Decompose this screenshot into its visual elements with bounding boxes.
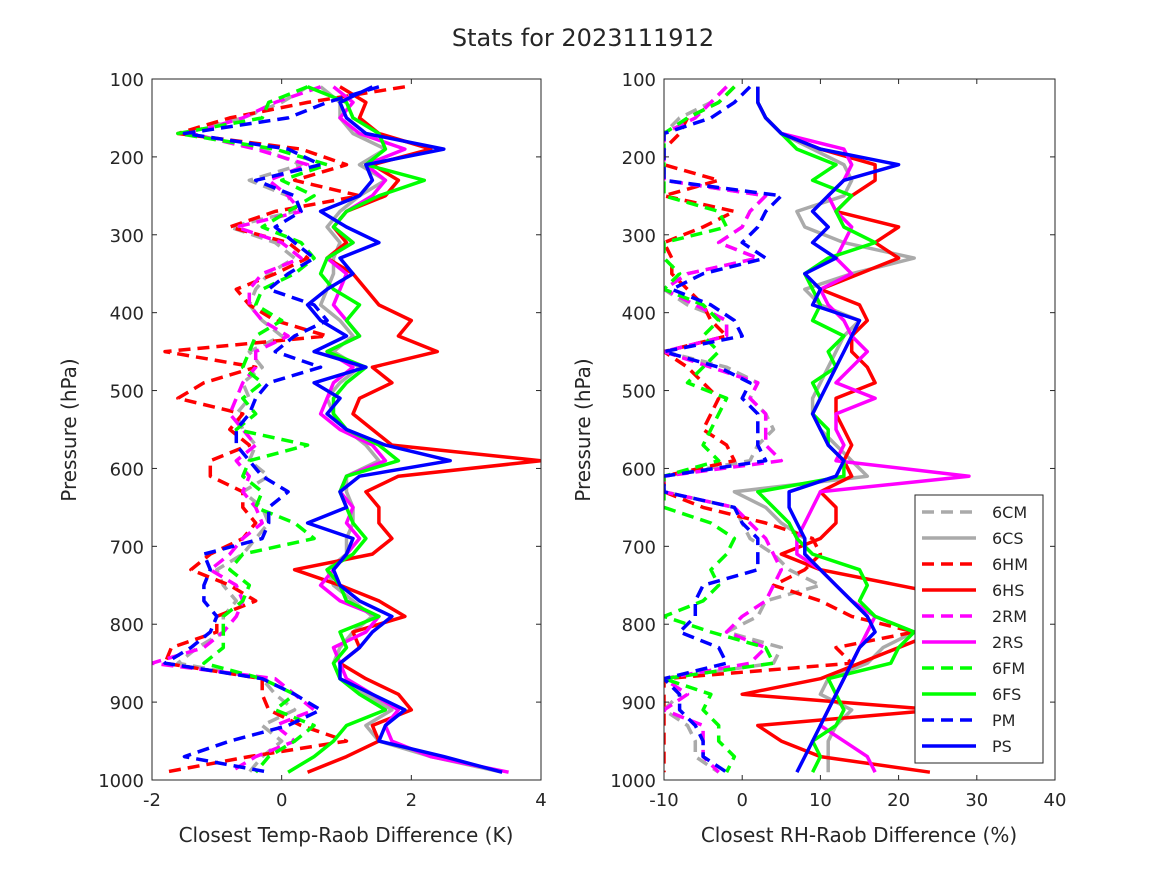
temp-series-pm — [163, 85, 380, 774]
temp-series-lines — [152, 85, 541, 774]
rh-y-tick-label: 800 — [622, 615, 656, 636]
rh-y-tick-label: 600 — [622, 459, 656, 480]
rh-series-lines — [664, 85, 979, 774]
temp-series-6fm — [176, 85, 329, 774]
temp-y-tick-label: 300 — [110, 226, 144, 247]
temp-y-tick-label: 700 — [110, 537, 144, 558]
legend-label-6hm: 6HM — [992, 555, 1028, 574]
temp-y-tick-label: 600 — [110, 459, 144, 480]
temp-x-axis-label: Closest Temp-Raob Difference (K) — [179, 823, 514, 847]
legend-label-pm: PM — [992, 711, 1015, 730]
rh-y-tick-label: 500 — [622, 382, 656, 403]
rh-y-tick-label: 700 — [622, 537, 656, 558]
rh-y-tick-label: 400 — [622, 304, 656, 325]
legend-items: 6CM 6CS 6HM 6HS 2RM 2RS 6FM 6FS PM PS — [922, 503, 1028, 756]
temp-axes-box — [151, 78, 542, 781]
legend-label-6hs: 6HS — [992, 581, 1024, 600]
rh-x-axis-label: Closest RH-Raob Difference (%) — [701, 823, 1017, 847]
legend-label-6cm: 6CM — [992, 503, 1027, 522]
figure-title: Stats for 2023111912 — [452, 24, 714, 52]
temp-series-2rm — [152, 85, 322, 774]
temp-series-6hm — [163, 85, 406, 774]
temp-y-tick-label: 200 — [110, 148, 144, 169]
rh-x-tick-label: 0 — [736, 790, 747, 811]
rh-y-axis-label: Pressure (hPa) — [571, 358, 595, 501]
legend-label-6fs: 6FS — [992, 685, 1021, 704]
legend-box — [914, 494, 1044, 764]
rh-y-tick-label: 1000 — [610, 771, 656, 792]
rh-series-6fm — [664, 85, 776, 773]
temp-y-tick-label: 100 — [110, 70, 144, 91]
rh-x-tick-label: -10 — [649, 790, 678, 811]
rh-y-tick-label: 100 — [622, 70, 656, 91]
rh-x-tick-label: 30 — [965, 790, 988, 811]
temp-y-tick-label: 900 — [110, 693, 144, 714]
temp-x-tick-label: 0 — [276, 790, 287, 811]
legend-label-ps: PS — [992, 737, 1012, 756]
temp-x-tick-label: -2 — [143, 790, 161, 811]
temp-y-tick-label: 500 — [110, 382, 144, 403]
rh-x-tick-label: 40 — [1044, 790, 1067, 811]
rh-y-tick-label: 300 — [622, 226, 656, 247]
temp-x-tick-label: 2 — [406, 790, 417, 811]
rh-series-2rm — [664, 85, 784, 774]
temp-y-tick-label: 800 — [110, 615, 144, 636]
rh-axes-box — [663, 78, 1056, 781]
temp-panel: -2 0 2 4 100 200 300 400 500 600 700 800 900 1000 Clo… — [57, 70, 547, 847]
temp-y-tick-label: 1000 — [98, 771, 144, 792]
legend: 6CM 6CS 6HM 6HS 2RM 2RS 6FM 6FS PM PS — [914, 494, 1044, 764]
legend-label-6fm: 6FM — [992, 659, 1025, 678]
legend-label-2rs: 2RS — [992, 633, 1023, 652]
rh-y-tick-label: 200 — [622, 148, 656, 169]
rh-x-tick-label: 10 — [809, 790, 832, 811]
temp-series-ps — [305, 85, 503, 774]
temp-axis-ticks: -2 0 2 4 100 200 300 400 500 600 700 800 900 1000 — [98, 70, 547, 811]
rh-series-ps — [756, 86, 901, 773]
rh-x-tick-label: 20 — [887, 790, 910, 811]
rh-panel: -10 0 10 20 30 40 100 200 300 400 500 600 700 800 900 1… — [571, 70, 1066, 847]
rh-y-tick-label: 900 — [622, 693, 656, 714]
temp-x-tick-label: 4 — [535, 790, 546, 811]
rh-series-6fs — [756, 86, 916, 773]
rh-axis-ticks: -10 0 10 20 30 40 100 200 300 400 500 600 700 800 900 1… — [610, 70, 1066, 811]
temp-y-tick-label: 400 — [110, 304, 144, 325]
legend-label-6cs: 6CS — [992, 529, 1024, 548]
legend-label-2rm: 2RM — [992, 607, 1027, 626]
temp-y-axis-label: Pressure (hPa) — [57, 358, 81, 501]
rh-series-pm — [664, 85, 784, 774]
